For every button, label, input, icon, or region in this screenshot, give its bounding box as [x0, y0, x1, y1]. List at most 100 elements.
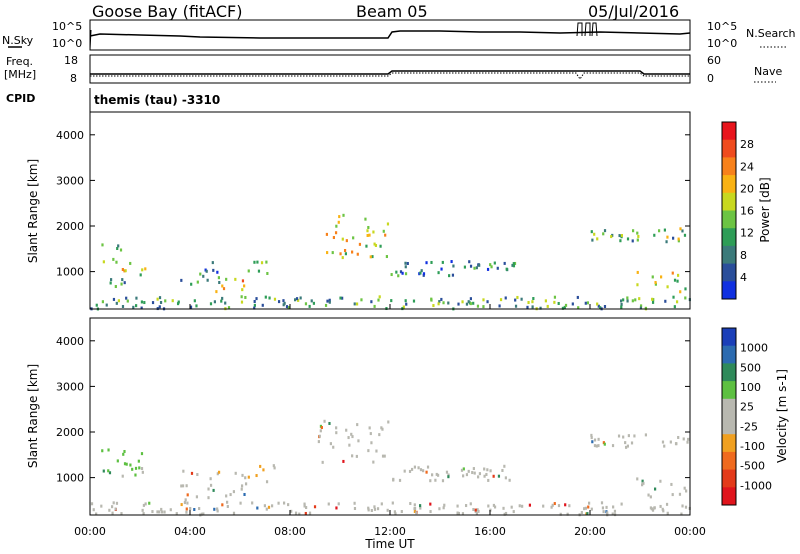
power-cbar-label: Power [dB]: [758, 177, 772, 242]
echo-cell: [225, 277, 228, 281]
echo-cell: [324, 303, 328, 307]
colorbar-segment: [722, 416, 736, 435]
colorbar-tick-label: -500: [740, 460, 765, 473]
echo-cell: [131, 467, 134, 471]
echo-cell: [469, 502, 472, 506]
echo-cell: [144, 267, 147, 271]
echo-cell: [542, 504, 545, 508]
echo-cell: [684, 505, 688, 509]
echo-cell: [304, 302, 308, 306]
echo-cell: [624, 441, 627, 445]
echo-cell: [385, 255, 389, 259]
echo-cell: [190, 282, 193, 286]
echo-cell: [265, 260, 268, 264]
echo-cell: [114, 507, 117, 511]
echo-cell: [229, 493, 232, 497]
echo-cell: [461, 300, 464, 304]
echo-cell: [677, 239, 680, 243]
echo-cell: [260, 261, 264, 265]
echo-cell: [472, 467, 475, 471]
power-panel-frame: [89, 111, 691, 310]
echo-cell: [251, 501, 254, 505]
echo-cell: [141, 508, 144, 512]
echo-cell: [217, 276, 221, 280]
echo-cell: [631, 239, 634, 243]
echo-cell: [107, 448, 110, 452]
echo-cell: [461, 512, 465, 516]
echo-cell: [473, 266, 476, 270]
echo-cell: [209, 302, 213, 306]
echo-cell: [120, 282, 123, 286]
echo-cell: [102, 260, 105, 264]
echo-cell: [282, 299, 285, 303]
echo-cell: [593, 438, 597, 442]
echo-cell: [653, 487, 657, 491]
echo-cell: [590, 507, 593, 511]
echo-cell: [156, 510, 159, 514]
echo-cell: [202, 274, 205, 278]
echo-cell: [221, 296, 224, 300]
echo-cell: [117, 299, 121, 303]
echo-cell: [469, 297, 472, 301]
echo-cell: [119, 248, 123, 252]
echo-cell: [369, 432, 372, 436]
echo-cell: [373, 304, 376, 308]
echo-cell: [123, 449, 126, 453]
echo-cell: [398, 478, 402, 482]
echo-cell: [185, 510, 188, 514]
echo-cell: [462, 474, 465, 478]
echo-cell: [186, 501, 189, 505]
echo-cell: [265, 507, 268, 511]
echo-cell: [169, 508, 172, 512]
echo-cell: [546, 304, 549, 308]
echo-cell: [486, 468, 489, 472]
echo-cell: [351, 454, 354, 458]
echo-cell: [626, 237, 630, 241]
echo-cell: [602, 510, 605, 514]
echo-cell: [434, 478, 437, 482]
echo-cell: [460, 468, 464, 472]
xtick-label: 12:00: [374, 525, 406, 538]
echo-cell: [360, 298, 363, 302]
echo-cell: [253, 303, 256, 307]
echo-cell: [199, 272, 202, 276]
echo-cell: [351, 435, 354, 439]
echo-cell: [277, 501, 280, 505]
echo-cell: [253, 260, 256, 264]
echo-cell: [657, 229, 661, 233]
power-echo-layer: [90, 213, 691, 311]
colorbar-tick-label: 1000: [740, 342, 768, 355]
echo-cell: [497, 474, 501, 478]
echo-cell: [334, 231, 338, 235]
echo-cell: [597, 444, 600, 448]
echo-cell: [227, 306, 231, 310]
echo-cell: [239, 501, 242, 505]
echo-cell: [457, 302, 460, 306]
echo-cell: [475, 511, 478, 515]
echo-cell: [437, 271, 440, 275]
echo-cell: [367, 449, 370, 453]
echo-cell: [380, 502, 383, 506]
colorbar-segment: [722, 245, 736, 265]
echo-cell: [356, 252, 359, 256]
echo-cell: [319, 429, 322, 433]
echo-cell: [345, 239, 348, 243]
echo-cell: [353, 507, 357, 511]
colorbar-tick-label: 20: [740, 182, 754, 195]
echo-cell: [590, 433, 593, 437]
echo-cell: [303, 502, 306, 506]
echo-cell: [160, 510, 164, 514]
colorbar-tick-label: 25: [740, 401, 754, 414]
colorbar-segment: [722, 192, 736, 211]
echo-cell: [390, 299, 393, 303]
echo-cell: [273, 297, 277, 301]
echo-cell: [526, 305, 529, 309]
echo-cell: [637, 234, 640, 238]
echo-cell: [240, 484, 244, 488]
echo-cell: [626, 296, 629, 300]
echo-cell: [493, 505, 497, 509]
echo-cell: [391, 501, 394, 505]
echo-cell: [337, 220, 340, 224]
ytick-label: 1000: [56, 472, 84, 485]
echo-cell: [409, 502, 412, 506]
